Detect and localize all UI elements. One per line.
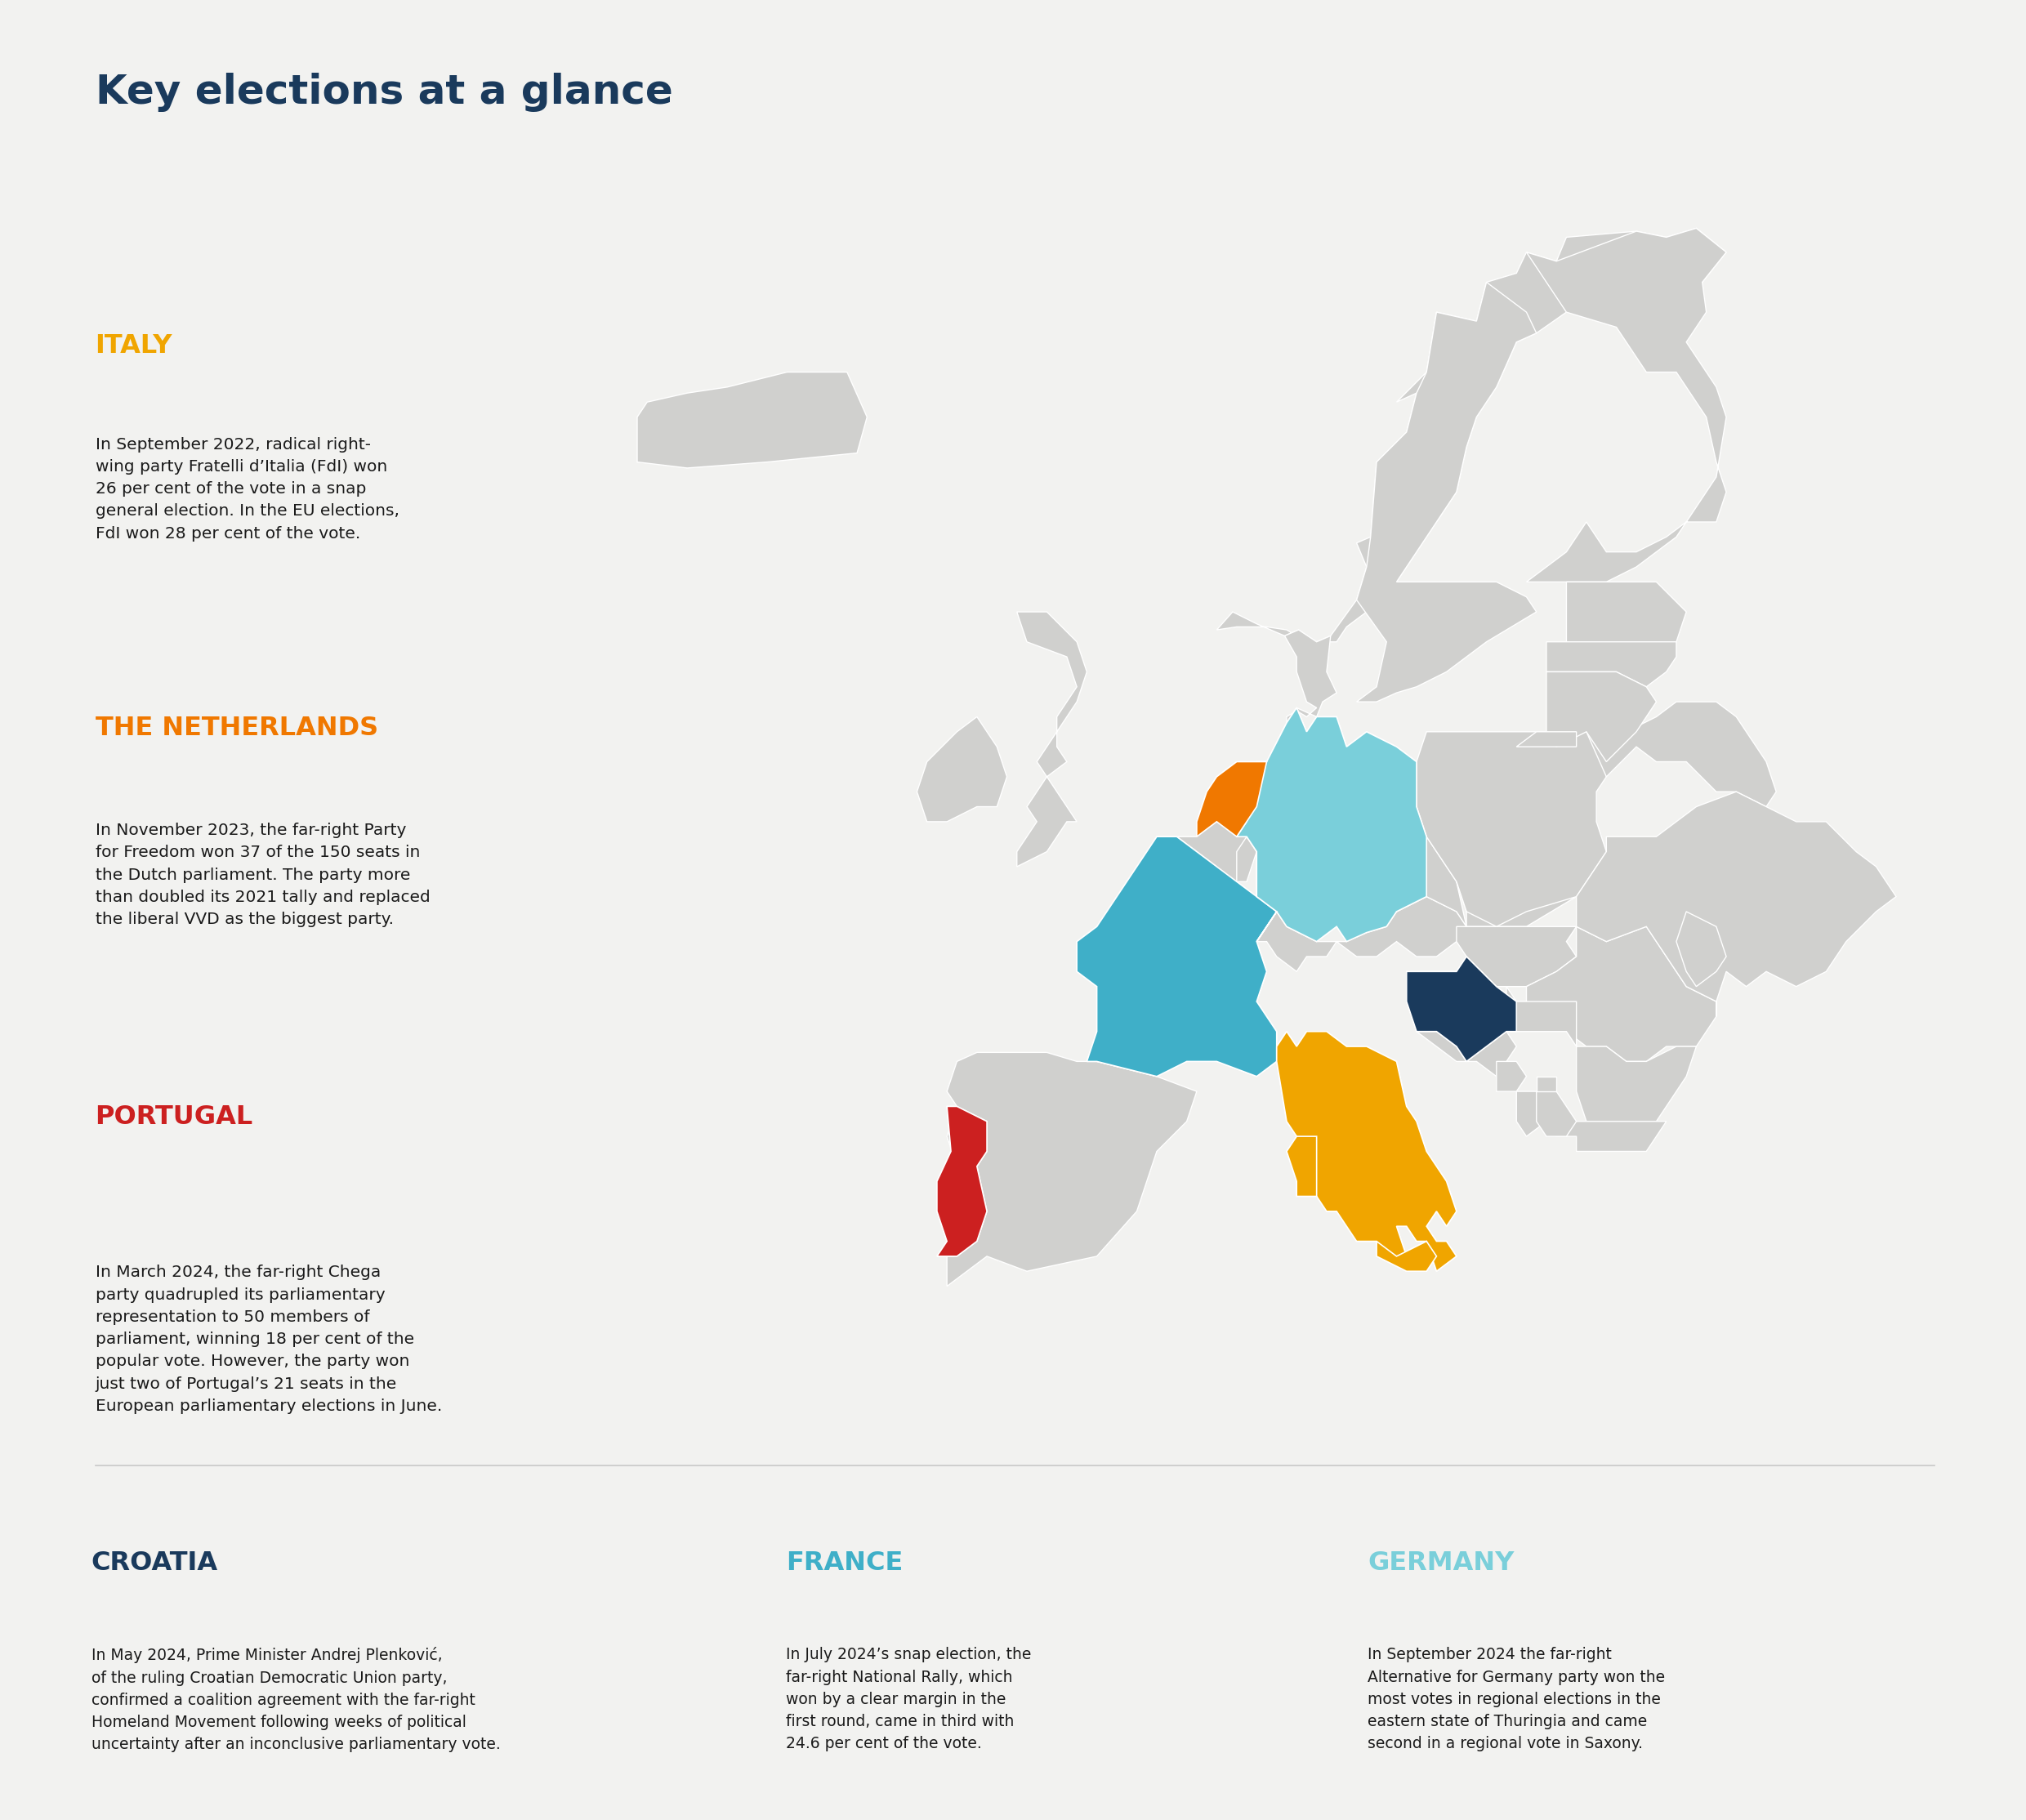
Polygon shape — [1566, 582, 1686, 642]
Polygon shape — [1497, 1061, 1526, 1092]
Polygon shape — [1287, 1136, 1317, 1196]
Polygon shape — [1526, 926, 1716, 1061]
Polygon shape — [1457, 926, 1576, 986]
Polygon shape — [1515, 732, 1576, 746]
Text: In March 2024, the far-right Chega
party quadrupled its parliamentary
representa: In March 2024, the far-right Chega party… — [95, 1265, 442, 1414]
Polygon shape — [936, 1107, 987, 1256]
Polygon shape — [1406, 957, 1515, 1061]
Polygon shape — [936, 1052, 1197, 1287]
Polygon shape — [1197, 763, 1266, 837]
Polygon shape — [1576, 1046, 1696, 1121]
Text: GERMANY: GERMANY — [1368, 1551, 1513, 1576]
Polygon shape — [1218, 228, 1726, 642]
Text: In November 2023, the far-right Party
for Freedom won 37 of the 150 seats in
the: In November 2023, the far-right Party fo… — [95, 823, 430, 926]
Polygon shape — [1676, 912, 1726, 986]
Polygon shape — [1457, 881, 1576, 926]
Polygon shape — [638, 371, 867, 468]
Polygon shape — [936, 1107, 987, 1256]
Polygon shape — [1337, 897, 1467, 957]
Polygon shape — [1276, 1032, 1457, 1270]
Polygon shape — [1515, 1092, 1546, 1136]
Polygon shape — [1406, 972, 1457, 1001]
Polygon shape — [1526, 228, 1726, 582]
Polygon shape — [1536, 1092, 1576, 1136]
Polygon shape — [1416, 732, 1607, 926]
Polygon shape — [1287, 1136, 1317, 1196]
Polygon shape — [1416, 1032, 1515, 1076]
Text: In September 2022, radical right-
wing party Fratelli d’Italia (FdI) won
26 per : In September 2022, radical right- wing p… — [95, 437, 399, 541]
Text: In September 2024 the far-right
Alternative for Germany party won the
most votes: In September 2024 the far-right Alternat… — [1368, 1647, 1665, 1751]
Text: THE NETHERLANDS: THE NETHERLANDS — [95, 715, 379, 741]
Polygon shape — [1078, 837, 1276, 1076]
Text: ITALY: ITALY — [95, 333, 172, 359]
Polygon shape — [1376, 1241, 1436, 1270]
Text: In May 2024, Prime Minister Andrej Plenković,
of the ruling Croatian Democratic : In May 2024, Prime Minister Andrej Plenk… — [91, 1647, 500, 1753]
Polygon shape — [1357, 282, 1536, 703]
Polygon shape — [1546, 672, 1657, 763]
Polygon shape — [1376, 1241, 1436, 1270]
Polygon shape — [918, 717, 1007, 821]
Polygon shape — [1406, 957, 1515, 1061]
Polygon shape — [1256, 912, 1337, 972]
Polygon shape — [1236, 708, 1426, 941]
Text: PORTUGAL: PORTUGAL — [95, 1105, 253, 1130]
Polygon shape — [1284, 630, 1337, 723]
Text: In July 2024’s snap election, the
far-right National Rally, which
won by a clear: In July 2024’s snap election, the far-ri… — [786, 1647, 1031, 1751]
Polygon shape — [1276, 1032, 1457, 1270]
Text: Key elections at a glance: Key elections at a glance — [95, 73, 673, 113]
Text: CROATIA: CROATIA — [91, 1551, 219, 1576]
Polygon shape — [1586, 703, 1777, 806]
Polygon shape — [1017, 612, 1086, 866]
Polygon shape — [1297, 1076, 1317, 1121]
Polygon shape — [1078, 837, 1276, 1076]
Polygon shape — [1546, 642, 1676, 686]
Polygon shape — [1576, 792, 1896, 1017]
Text: FRANCE: FRANCE — [786, 1551, 904, 1576]
Polygon shape — [1368, 837, 1467, 926]
Polygon shape — [1546, 1121, 1665, 1152]
Polygon shape — [1236, 708, 1426, 941]
Polygon shape — [1177, 806, 1256, 881]
Polygon shape — [1197, 763, 1266, 837]
Polygon shape — [1536, 1076, 1556, 1092]
Polygon shape — [1236, 837, 1256, 881]
Polygon shape — [1507, 986, 1576, 1046]
